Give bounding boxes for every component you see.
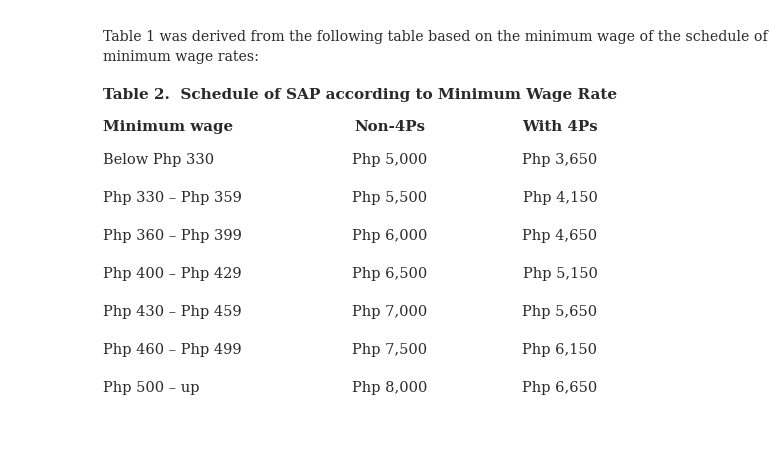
Text: Php 5,500: Php 5,500 bbox=[352, 191, 428, 205]
Text: Php 400 – Php 429: Php 400 – Php 429 bbox=[103, 267, 242, 281]
Text: Php 5,000: Php 5,000 bbox=[352, 153, 428, 167]
Text: Table 1 was derived from the following table based on the minimum wage of the sc: Table 1 was derived from the following t… bbox=[103, 30, 768, 44]
Text: Php 4,650: Php 4,650 bbox=[523, 229, 598, 243]
Text: Php 6,500: Php 6,500 bbox=[352, 267, 428, 281]
Text: Php 6,150: Php 6,150 bbox=[523, 343, 598, 357]
Text: Php 7,500: Php 7,500 bbox=[352, 343, 428, 357]
Text: Non-4Ps: Non-4Ps bbox=[355, 120, 426, 134]
Text: Php 330 – Php 359: Php 330 – Php 359 bbox=[103, 191, 242, 205]
Text: Php 6,650: Php 6,650 bbox=[522, 381, 598, 395]
Text: Php 460 – Php 499: Php 460 – Php 499 bbox=[103, 343, 242, 357]
Text: Php 3,650: Php 3,650 bbox=[522, 153, 598, 167]
Text: Php 500 – up: Php 500 – up bbox=[103, 381, 199, 395]
Text: Table 2.  Schedule of SAP according to Minimum Wage Rate: Table 2. Schedule of SAP according to Mi… bbox=[103, 88, 617, 102]
Text: Php 6,000: Php 6,000 bbox=[352, 229, 428, 243]
Text: Php 430 – Php 459: Php 430 – Php 459 bbox=[103, 305, 242, 319]
Text: Php 7,000: Php 7,000 bbox=[352, 305, 428, 319]
Text: Php 360 – Php 399: Php 360 – Php 399 bbox=[103, 229, 242, 243]
Text: Php 8,000: Php 8,000 bbox=[352, 381, 428, 395]
Text: minimum wage rates:: minimum wage rates: bbox=[103, 50, 259, 64]
Text: Php 5,650: Php 5,650 bbox=[523, 305, 598, 319]
Text: Php 4,150: Php 4,150 bbox=[523, 191, 598, 205]
Text: With 4Ps: With 4Ps bbox=[522, 120, 598, 134]
Text: Minimum wage: Minimum wage bbox=[103, 120, 233, 134]
Text: Php 5,150: Php 5,150 bbox=[523, 267, 598, 281]
Text: Below Php 330: Below Php 330 bbox=[103, 153, 214, 167]
